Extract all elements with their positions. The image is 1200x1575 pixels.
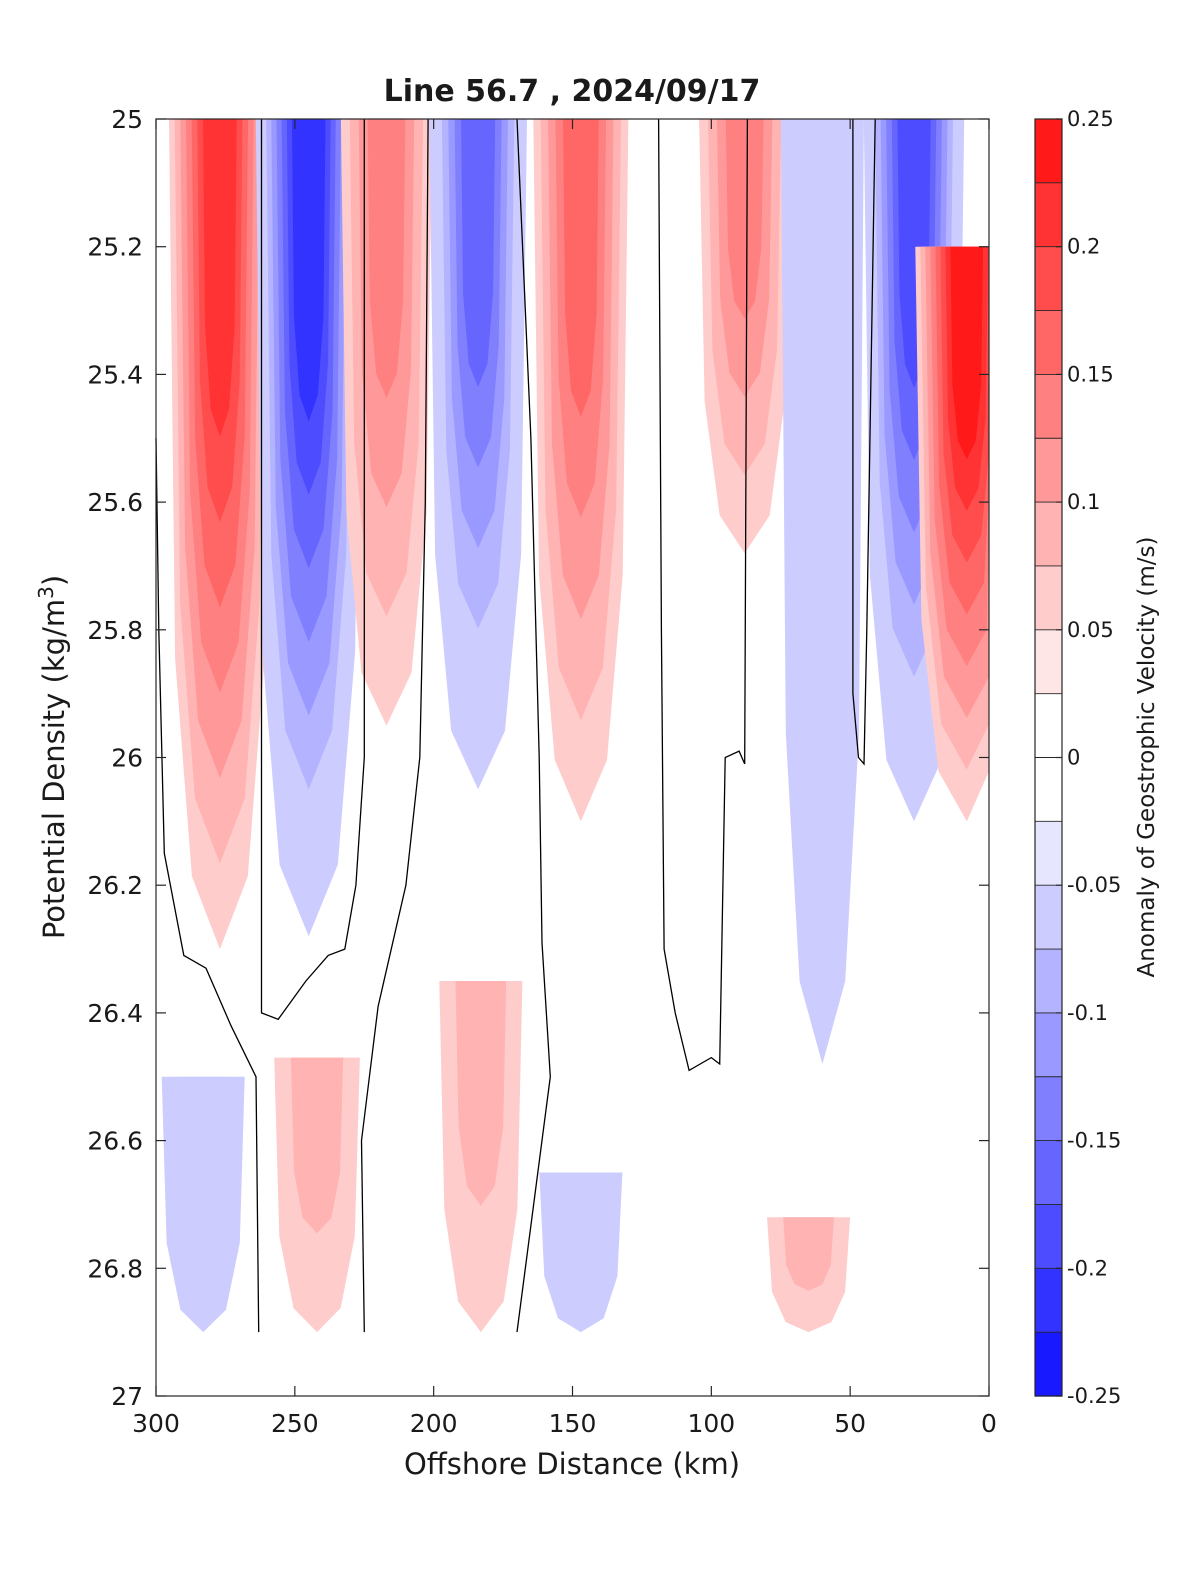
y-tick-label: 26 xyxy=(111,744,143,773)
zero-contour-line xyxy=(852,118,876,766)
colorbar-swatch xyxy=(1035,438,1062,503)
zero-contour-line xyxy=(155,438,260,1333)
zero-contour-line xyxy=(260,119,365,1021)
colorbar-tick-label: 0.05 xyxy=(1067,618,1114,642)
velocity-field xyxy=(161,119,989,1333)
colorbar-tick-label: -0.1 xyxy=(1067,1001,1108,1025)
colorbar-tick-label: 0.25 xyxy=(1067,107,1114,131)
colorbar-swatch xyxy=(1035,757,1062,822)
colorbar-swatch xyxy=(1035,629,1062,695)
y-tick-label: 25.4 xyxy=(87,360,143,389)
colorbar-tick-label: 0.2 xyxy=(1067,235,1100,259)
y-tick-label: 25.2 xyxy=(87,233,143,262)
velocity-band-9-2 xyxy=(177,1076,229,1241)
y-axis-label: Potential Density (kg/m3) xyxy=(34,575,71,939)
velocity-band-6-2 xyxy=(797,119,848,724)
velocity-band-0-7 xyxy=(203,119,237,437)
y-tick-label: 26.6 xyxy=(87,1127,143,1156)
velocity-band-10-2 xyxy=(290,1057,344,1234)
colorbar-swatch xyxy=(1035,182,1062,248)
plot-area xyxy=(155,118,990,1397)
colorbar-tick-label: 0.15 xyxy=(1067,362,1114,386)
colorbar-swatch xyxy=(1035,821,1062,886)
zero-contour-line xyxy=(516,118,551,1333)
y-axis-label-text: Potential Density (kg/m xyxy=(37,599,71,939)
y-axis-tick-labels: 25 25.2 25.4 25.6 25.8 26 26.2 26.4 26.6 26.8 27 xyxy=(87,105,143,1411)
y-tick-label: 25.6 xyxy=(87,488,143,517)
colorbar-swatch xyxy=(1035,949,1062,1014)
colorbar-swatch xyxy=(1035,246,1062,312)
y-tick-label: 26.2 xyxy=(87,871,143,900)
chart-title: Line 56.7 , 2024/09/17 xyxy=(384,74,761,109)
x-tick-label: 0 xyxy=(981,1409,997,1438)
colorbar-tick-label: 0.1 xyxy=(1067,490,1100,514)
velocity-band-8-8 xyxy=(950,246,984,460)
y-tick-label: 25.8 xyxy=(87,616,143,645)
colorbar-swatch xyxy=(1035,502,1062,567)
colorbar-tick-label: -0.25 xyxy=(1067,1384,1121,1408)
colorbar-swatch xyxy=(1035,565,1062,631)
x-tick-label: 250 xyxy=(271,1409,319,1438)
colorbar-swatch xyxy=(1035,119,1062,184)
colorbar-swatch xyxy=(1035,885,1062,950)
velocity-band-4-5 xyxy=(563,119,599,417)
axis-ticks xyxy=(155,118,990,1397)
velocity-band-2-4 xyxy=(367,119,406,398)
y-tick-label: 26.4 xyxy=(87,999,143,1028)
x-axis-label: Offshore Distance (km) xyxy=(404,1447,740,1481)
zero-contours xyxy=(155,118,876,1333)
colorbar-tick-label: 0 xyxy=(1067,746,1080,770)
x-tick-label: 150 xyxy=(549,1409,597,1438)
colorbar-swatch xyxy=(1035,1076,1062,1142)
y-tick-label: 25 xyxy=(111,105,143,134)
y-axis-label-close: ) xyxy=(37,575,71,586)
colorbar-swatch xyxy=(1035,1204,1062,1269)
colorbar: 0.25 0.2 0.15 0.1 0.05 0 -0.05 -0.1 -0.15 -0.2 -0.… xyxy=(1034,107,1121,1408)
zero-contour-line xyxy=(657,118,749,1072)
y-tick-label: 26.8 xyxy=(87,1254,143,1283)
velocity-band-11-2 xyxy=(455,981,507,1206)
colorbar-tick-label: -0.05 xyxy=(1067,873,1121,897)
x-axis-tick-labels: 300 250 200 150 100 50 0 xyxy=(132,1409,997,1438)
colorbar-swatch xyxy=(1035,1140,1062,1206)
zero-contour-line xyxy=(360,118,429,1333)
colorbar-label: Anomaly of Geostrophic Velocity (m/s) xyxy=(1134,537,1160,978)
colorbar-tick-label: -0.15 xyxy=(1067,1129,1121,1153)
velocity-band-5-4 xyxy=(725,119,764,319)
x-tick-label: 50 xyxy=(834,1409,866,1438)
x-tick-label: 100 xyxy=(687,1409,735,1438)
velocity-band-12-2 xyxy=(555,1172,607,1275)
x-tick-label: 200 xyxy=(410,1409,458,1438)
colorbar-swatch xyxy=(1035,1332,1062,1397)
velocity-band-1-8 xyxy=(291,119,326,422)
x-tick-label: 300 xyxy=(132,1409,180,1438)
colorbar-swatch xyxy=(1035,1012,1062,1078)
colorbar-swatch xyxy=(1035,1268,1062,1333)
velocity-band-3-6 xyxy=(461,119,496,388)
colorbar-tick-label: -0.2 xyxy=(1067,1256,1108,1280)
y-axis-label-superscript: 3 xyxy=(34,586,58,599)
colorbar-swatch xyxy=(1035,693,1062,759)
colorbar-swatch xyxy=(1035,310,1062,375)
colorbar-swatch xyxy=(1035,374,1062,439)
y-tick-label: 27 xyxy=(111,1382,143,1411)
velocity-band-13-2 xyxy=(783,1217,834,1291)
